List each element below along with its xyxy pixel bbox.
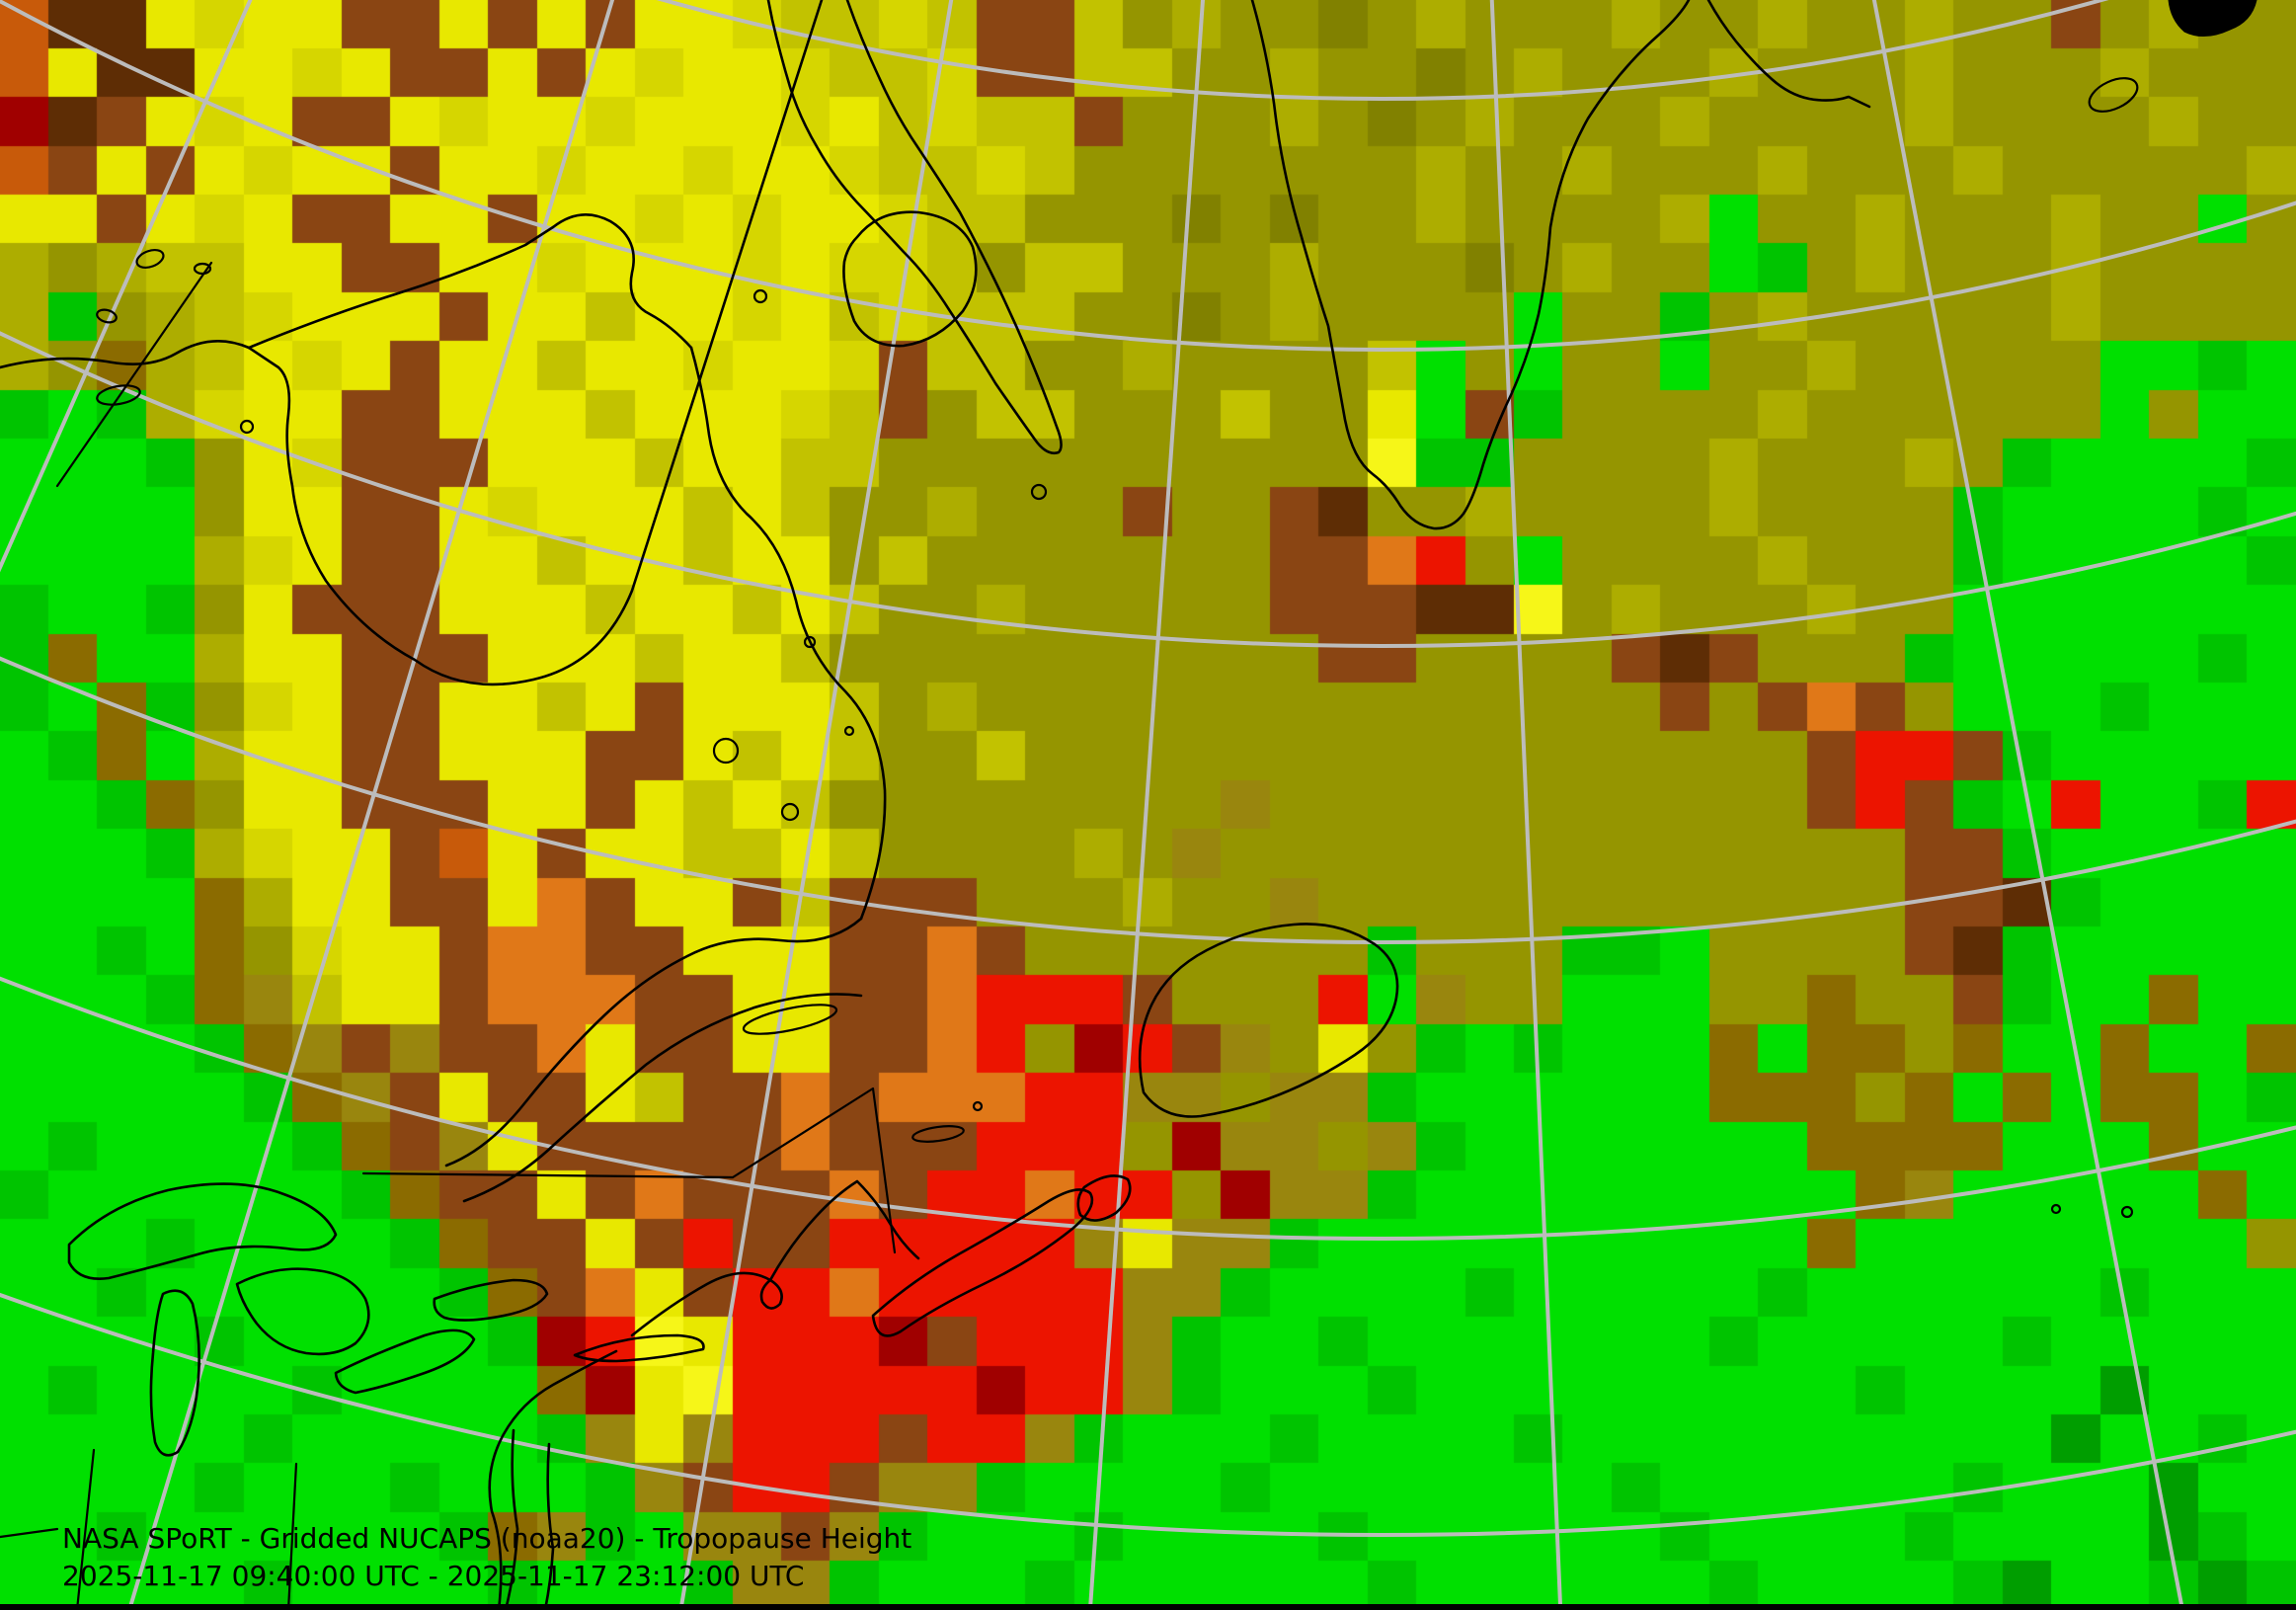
product-title: NASA SPoRT - Gridded NUCAPS (noaa20) - T… xyxy=(62,1522,912,1555)
bottom-border-bar xyxy=(0,1604,2296,1610)
time-range: 2025-11-17 09:40:00 UTC - 2025-11-17 23:… xyxy=(62,1560,805,1592)
